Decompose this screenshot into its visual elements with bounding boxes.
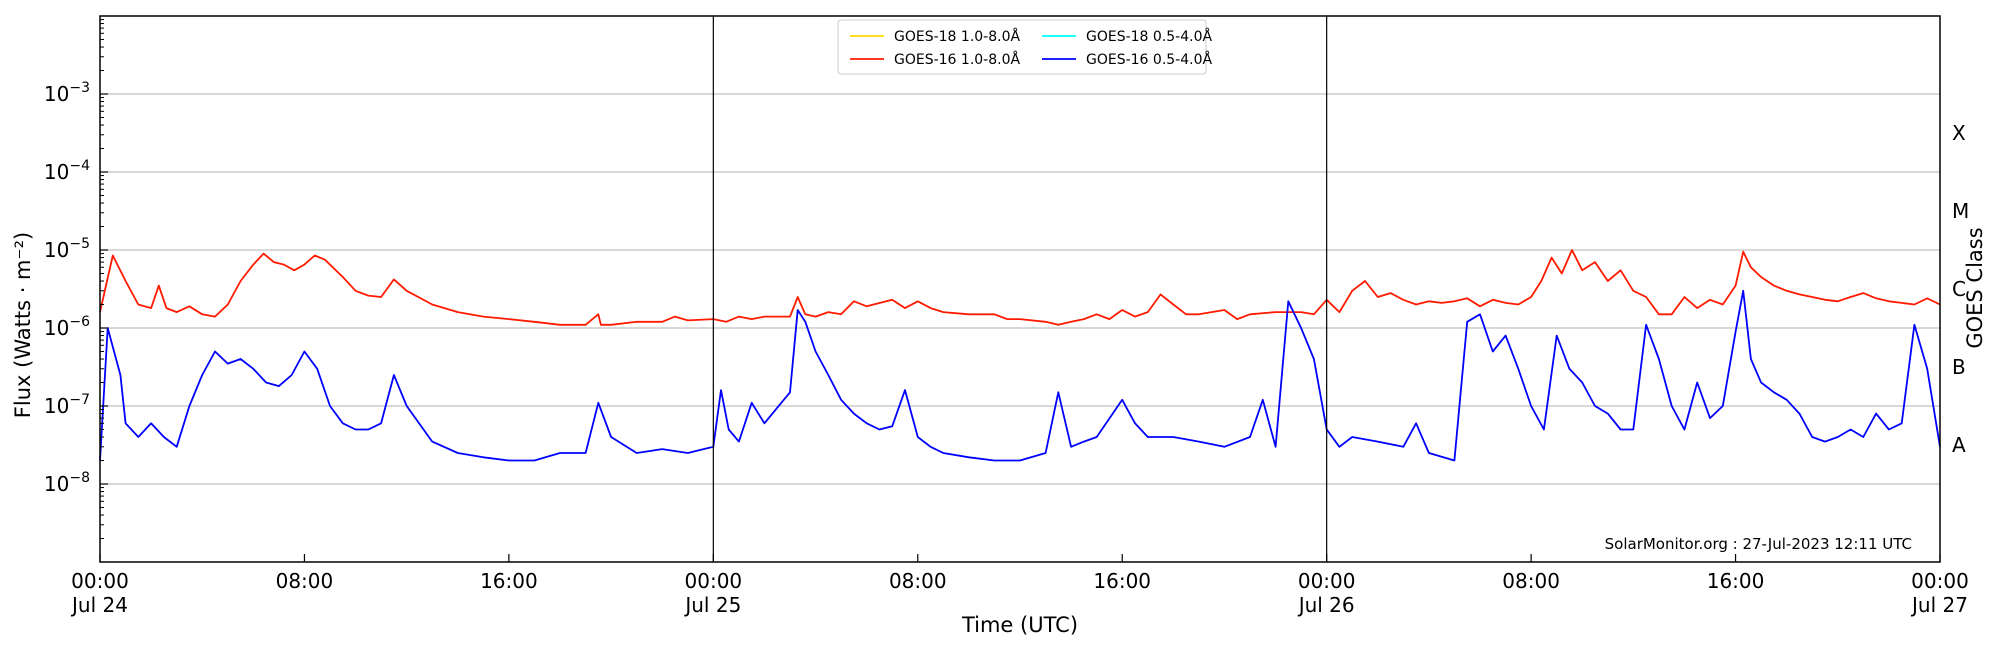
legend: GOES-18 1.0-8.0Å GOES-16 1.0-8.0Å GOES-18 …: [837, 19, 1212, 75]
y-tick-label: 10−7: [44, 392, 90, 418]
legend-entry-label: GOES-18 1.0-8.0Å: [894, 28, 1020, 45]
x-tick-label: 16:00: [480, 569, 538, 593]
credit-note: SolarMonitor.org : 27-Jul-2023 12:11 UTC: [1605, 535, 1912, 553]
x-tick-label: 00:00: [1298, 569, 1356, 593]
y-tick-label: 10−8: [44, 470, 90, 496]
series-layer: [99, 249, 1941, 462]
plot-frame: [99, 15, 1941, 563]
y-tick-label: 10−6: [44, 314, 90, 340]
y-tick-label: 10−3: [44, 80, 90, 106]
y-tick-label: 10−5: [44, 236, 90, 262]
goes-class-label: M: [1952, 199, 1969, 223]
x-tick-label: 00:00: [71, 569, 129, 593]
series-line: [99, 289, 1941, 462]
series-line: [99, 249, 1941, 326]
goes-class-label: A: [1952, 433, 1966, 457]
x-tick-label: 00:00: [685, 569, 743, 593]
legend-entry-label: GOES-16 1.0-8.0Å: [894, 51, 1020, 68]
goes-class-label: X: [1952, 121, 1966, 145]
x-tick-date: Jul 26: [1297, 593, 1355, 617]
x-tick-label: 16:00: [1093, 569, 1151, 593]
y-tick-label: 10−4: [44, 158, 90, 184]
x-tick-date: Jul 25: [683, 593, 741, 617]
goes-class-label: B: [1952, 355, 1966, 379]
y-axis-title: Flux (Watts · m⁻²): [11, 232, 35, 418]
x-tick-label: 08:00: [889, 569, 947, 593]
x-tick-label: 08:00: [276, 569, 334, 593]
x-tick-label: 08:00: [1502, 569, 1560, 593]
legend-box: [837, 19, 1207, 75]
goes-class-label: C: [1952, 277, 1966, 301]
x-tick-label: 00:00: [1911, 569, 1969, 593]
goes-class-axis-title: GOES Class: [1963, 227, 1987, 348]
x-tick-date: Jul 24: [70, 593, 128, 617]
legend-entry-label: GOES-16 0.5-4.0Å: [1086, 51, 1212, 68]
legend-entry-label: GOES-18 0.5-4.0Å: [1086, 28, 1212, 45]
x-axis-title: Time (UTC): [961, 613, 1078, 637]
x-tick-date: Jul 27: [1910, 593, 1968, 617]
x-tick-label: 16:00: [1707, 569, 1765, 593]
frame-layer: [99, 15, 1941, 563]
